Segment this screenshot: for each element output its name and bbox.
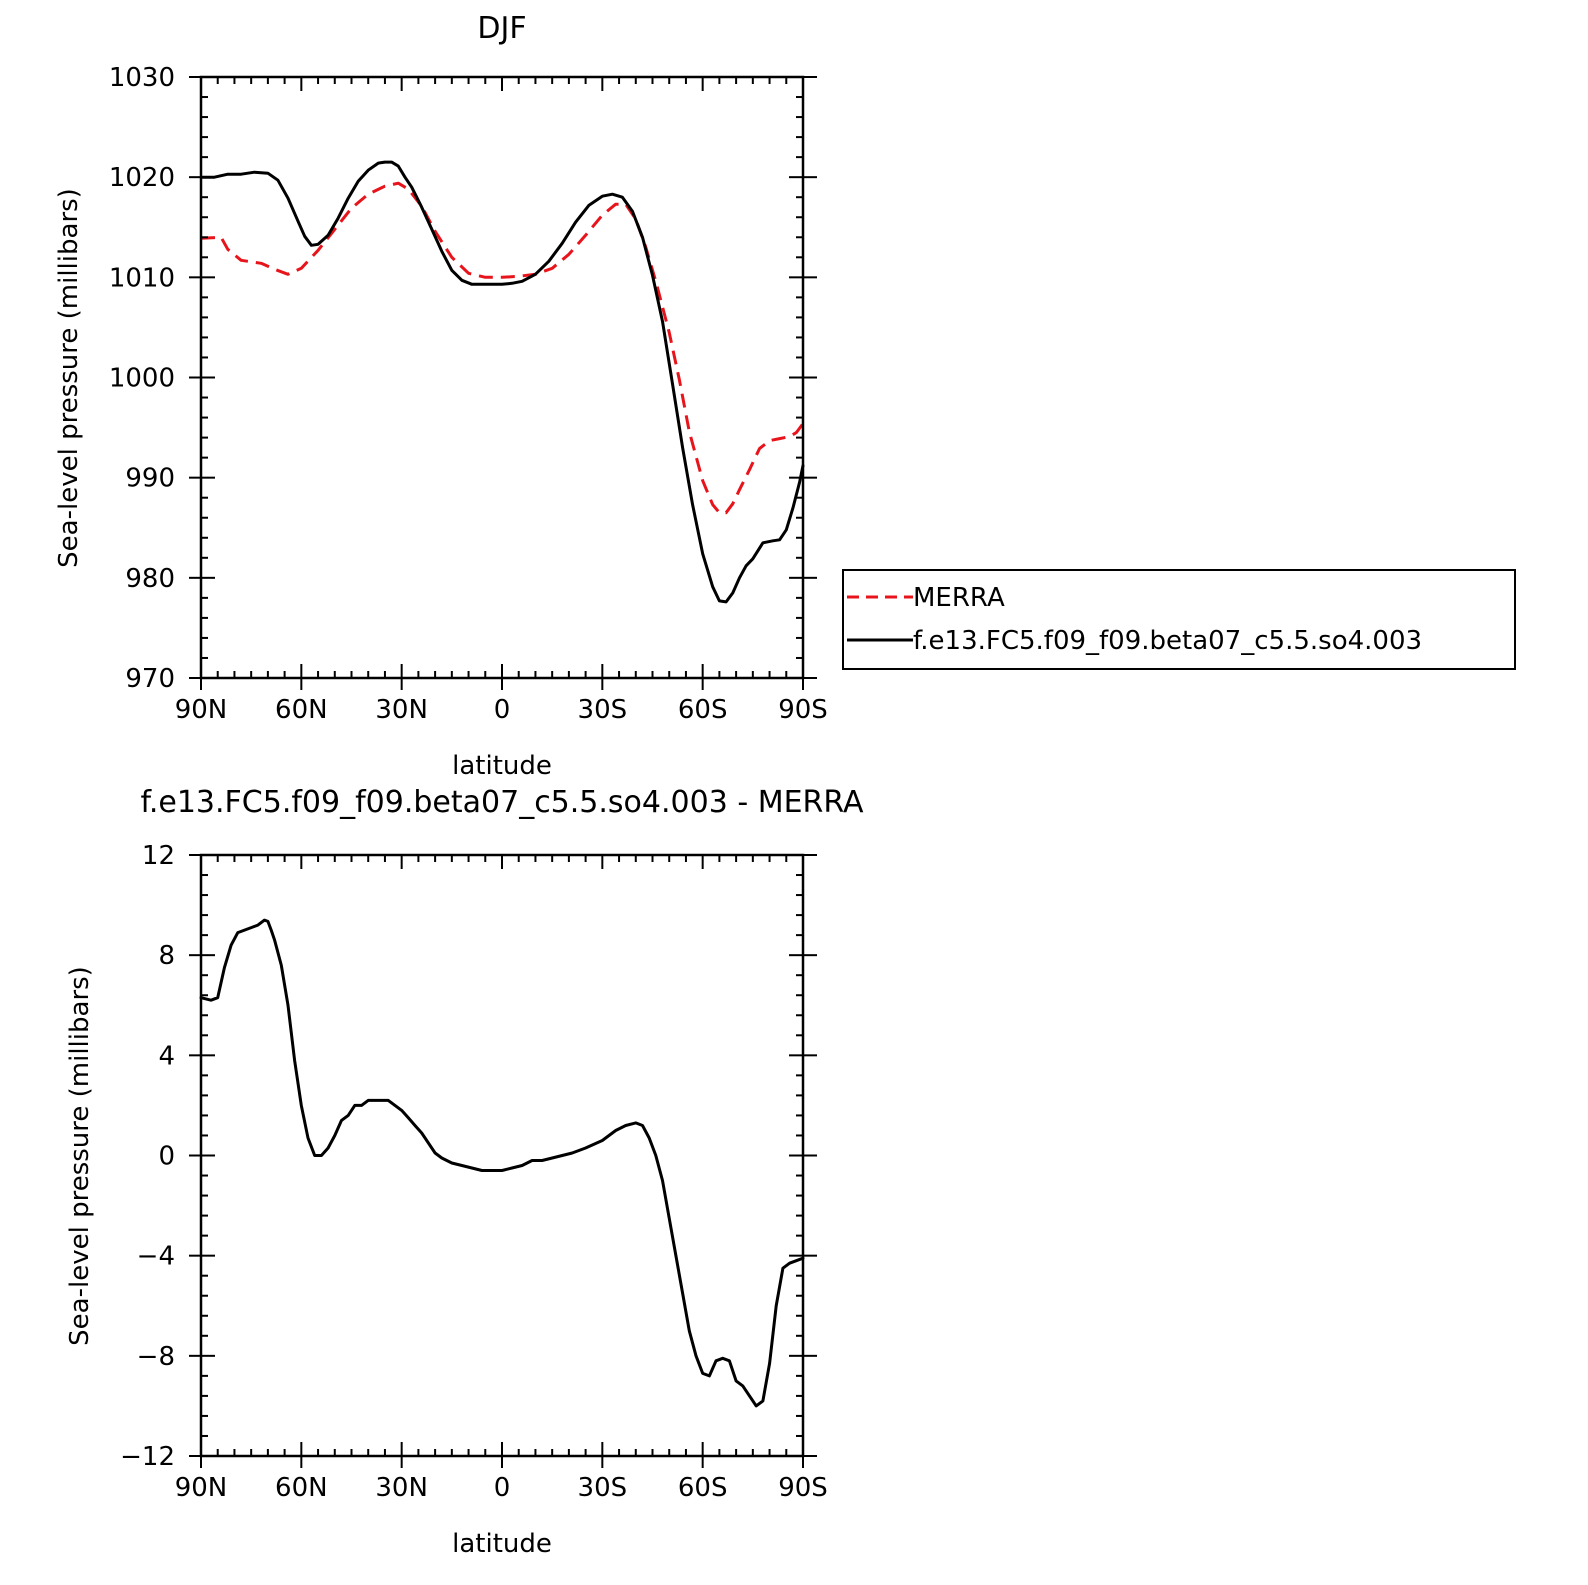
y-tick-label: −12 — [120, 1442, 175, 1472]
x-axis-title: latitude — [452, 1529, 552, 1559]
x-tick-label: 30N — [375, 695, 428, 725]
x-axis-title: latitude — [452, 751, 552, 781]
x-tick-label: 30S — [578, 1473, 628, 1503]
x-tick-label: 60S — [678, 695, 728, 725]
y-tick-label: 1020 — [109, 163, 175, 193]
series-line-difference — [199, 918, 805, 1408]
climatology-panel: DJF 90N 60N 30N 0 30S 60S 90S 970 980 990 1000 1010… — [54, 11, 828, 781]
x-tick-label: 60N — [275, 1473, 328, 1503]
x-tick-label: 90N — [175, 1473, 228, 1503]
y-tick-label: 970 — [125, 664, 175, 694]
y-tick-label: 0 — [158, 1142, 175, 1172]
legend-box — [842, 569, 1516, 670]
panel-title: DJF — [477, 11, 526, 46]
series-layer — [199, 918, 805, 1408]
x-tick-label: 30N — [375, 1473, 428, 1503]
y-tick-label: 1030 — [109, 63, 175, 93]
panel-title: f.e13.FC5.f09_f09.beta07_c5.5.so4.003 - … — [140, 785, 864, 820]
x-tick-label: 0 — [494, 1473, 511, 1503]
y-tick-label: 1010 — [109, 263, 175, 293]
x-tick-label: 30S — [578, 695, 628, 725]
legend-label-model: f.e13.FC5.f09_f09.beta07_c5.5.so4.003 — [913, 626, 1422, 656]
legend-label-merra: MERRA — [913, 583, 1005, 613]
y-tick-label: −8 — [137, 1342, 175, 1372]
y-tick-label: 4 — [158, 1041, 175, 1071]
legend: MERRA f.e13.FC5.f09_f09.beta07_c5.5.so4.… — [842, 569, 1516, 670]
x-tick-label: 90S — [778, 1473, 828, 1503]
ticks-layer: 90N 60N 30N 0 30S 60S 90S −12 −8 −4 0 4 8 12 — [120, 841, 828, 1503]
series-line-merra — [200, 181, 805, 515]
series-line-model — [199, 160, 805, 604]
ticks-layer: 90N 60N 30N 0 30S 60S 90S 970 980 990 1000 1010 1020… — [109, 63, 828, 725]
series-layer — [199, 160, 805, 604]
y-tick-label: 12 — [142, 841, 175, 871]
y-axis-title: Sea-level pressure (millibars) — [65, 966, 95, 1346]
y-tick-label: 1000 — [109, 364, 175, 394]
x-tick-label: 60S — [678, 1473, 728, 1503]
y-tick-label: 990 — [125, 464, 175, 494]
y-tick-label: 8 — [158, 941, 175, 971]
x-tick-label: 0 — [494, 695, 511, 725]
y-tick-label: 980 — [125, 564, 175, 594]
difference-panel: f.e13.FC5.f09_f09.beta07_c5.5.so4.003 - … — [65, 785, 864, 1559]
y-axis-title: Sea-level pressure (millibars) — [54, 188, 84, 568]
y-tick-label: −4 — [137, 1242, 175, 1272]
x-tick-label: 90S — [778, 695, 828, 725]
x-tick-label: 60N — [275, 695, 328, 725]
x-tick-label: 90N — [175, 695, 228, 725]
